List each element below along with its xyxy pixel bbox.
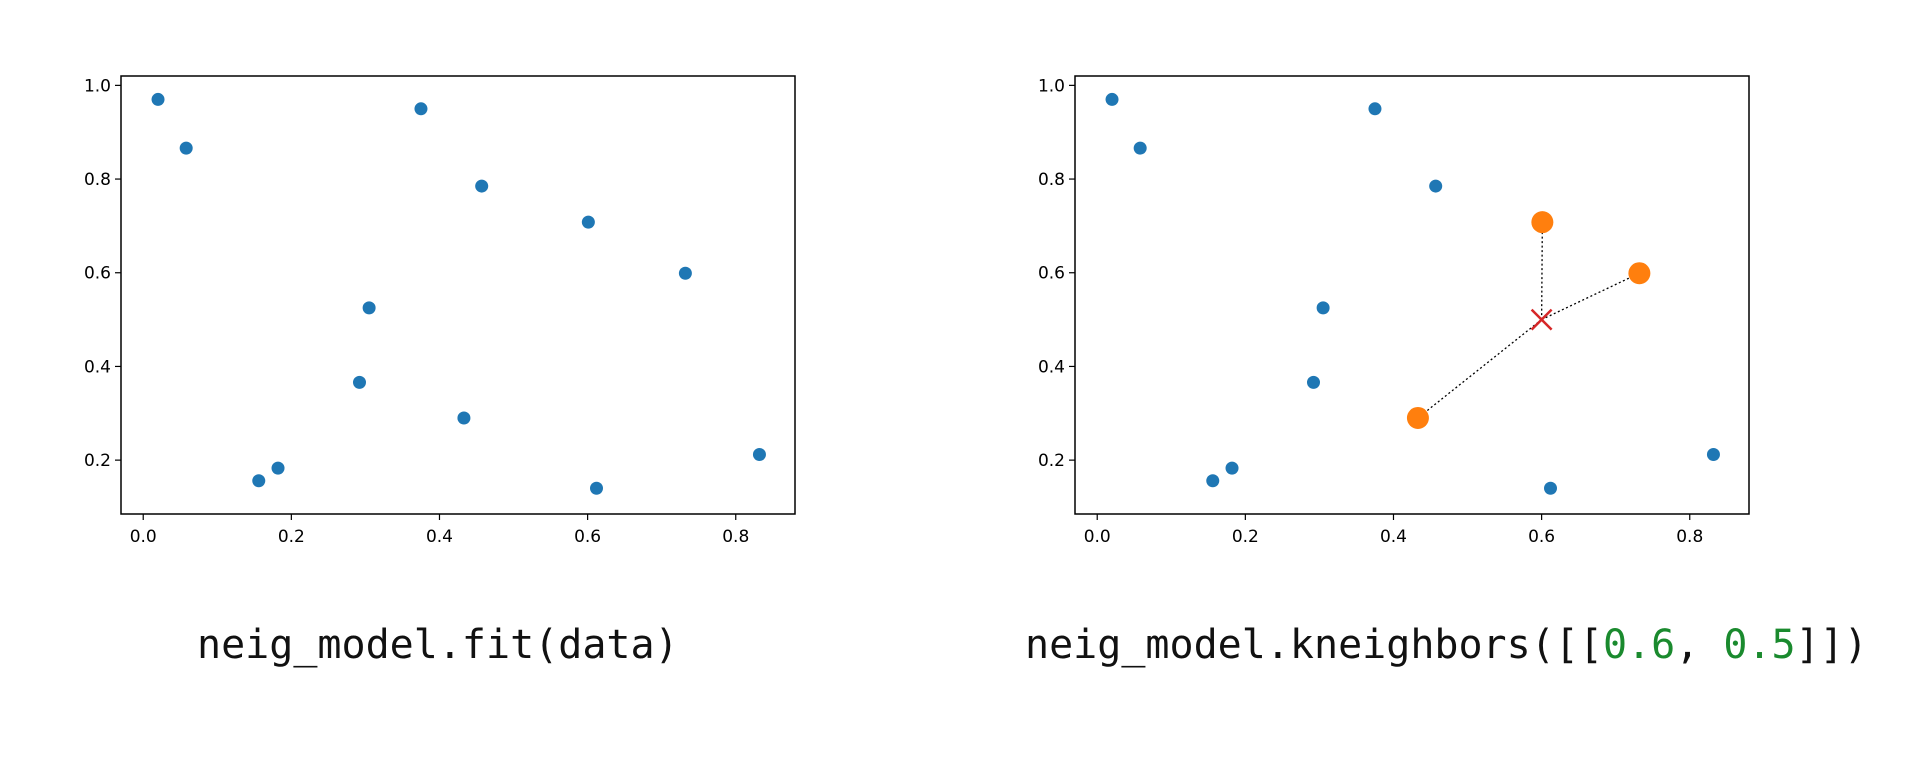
data-point xyxy=(1368,102,1382,116)
x-tick-label: 0.2 xyxy=(1232,527,1259,547)
data-point xyxy=(1706,448,1720,462)
data-point xyxy=(590,481,604,495)
x-tick-label: 0.2 xyxy=(278,527,305,547)
data-point xyxy=(1316,301,1330,315)
neighbor-point xyxy=(1628,262,1651,285)
plot-frame xyxy=(120,75,796,515)
plot-frame xyxy=(1074,75,1750,515)
data-point xyxy=(1206,474,1220,488)
x-tick-label: 0.4 xyxy=(1380,527,1407,547)
data-point xyxy=(362,301,376,315)
kneighbors-code-separator: , xyxy=(1675,622,1724,668)
query-y-value: 0.5 xyxy=(1723,622,1796,668)
fit-scatter-panel: 0.0 0.2 0.4 0.6 0.8 0.2 0.4 0.6 0.8 1.0 xyxy=(84,75,796,547)
data-point xyxy=(352,375,366,389)
y-tick-label: 1.0 xyxy=(1038,76,1065,96)
data-point xyxy=(752,448,766,462)
neighbor-link xyxy=(1417,319,1543,419)
x-tick-label: 0.0 xyxy=(1084,527,1111,547)
data-point xyxy=(581,215,595,229)
data-point xyxy=(151,92,165,106)
kneighbors-code-prefix: neig_model.kneighbors([[ xyxy=(1025,622,1603,668)
kneighbors-caption: neig_model.kneighbors([[0.6, 0.5]]) xyxy=(1025,622,1868,668)
data-point xyxy=(1133,141,1147,155)
data-point xyxy=(678,266,692,280)
y-tick-label: 0.2 xyxy=(84,451,111,471)
data-point xyxy=(271,461,285,475)
x-tick-label: 0.6 xyxy=(1528,527,1555,547)
x-tick-label: 0.8 xyxy=(1676,527,1703,547)
y-tick-label: 0.8 xyxy=(84,170,111,190)
y-tick-label: 0.4 xyxy=(1038,357,1065,377)
y-tick-label: 0.6 xyxy=(84,264,111,284)
data-point xyxy=(179,141,193,155)
data-point xyxy=(1105,92,1119,106)
fit-code: neig_model.fit(data) xyxy=(197,622,679,668)
x-tick-label: 0.0 xyxy=(130,527,157,547)
x-tick-label: 0.8 xyxy=(722,527,749,547)
neighbor-link xyxy=(1541,272,1640,321)
data-point xyxy=(1225,461,1239,475)
data-point xyxy=(252,474,266,488)
x-tick-label: 0.6 xyxy=(574,527,601,547)
x-tick-label: 0.4 xyxy=(426,527,453,547)
y-tick-label: 1.0 xyxy=(84,76,111,96)
neighbor-link xyxy=(1540,222,1544,320)
kneighbors-scatter-panel: 0.0 0.2 0.4 0.6 0.8 0.2 0.4 0.6 0.8 1.0 xyxy=(1038,75,1750,547)
data-point xyxy=(1306,375,1320,389)
neighbor-point xyxy=(1531,211,1554,234)
data-point xyxy=(1544,481,1558,495)
data-point xyxy=(457,411,471,425)
data-point xyxy=(475,179,489,193)
query-x-value: 0.6 xyxy=(1602,622,1676,668)
y-tick-label: 0.8 xyxy=(1038,170,1065,190)
y-tick-label: 0.4 xyxy=(84,357,111,377)
data-point xyxy=(1429,179,1443,193)
query-marker-stroke xyxy=(1530,308,1553,331)
query-marker xyxy=(1530,308,1553,331)
data-point xyxy=(414,102,428,116)
fit-caption: neig_model.fit(data) xyxy=(197,622,679,668)
neighbor-point xyxy=(1406,406,1429,429)
kneighbors-code-suffix: ]]) xyxy=(1795,622,1868,668)
y-tick-label: 0.6 xyxy=(1038,264,1065,284)
y-tick-label: 0.2 xyxy=(1038,451,1065,471)
